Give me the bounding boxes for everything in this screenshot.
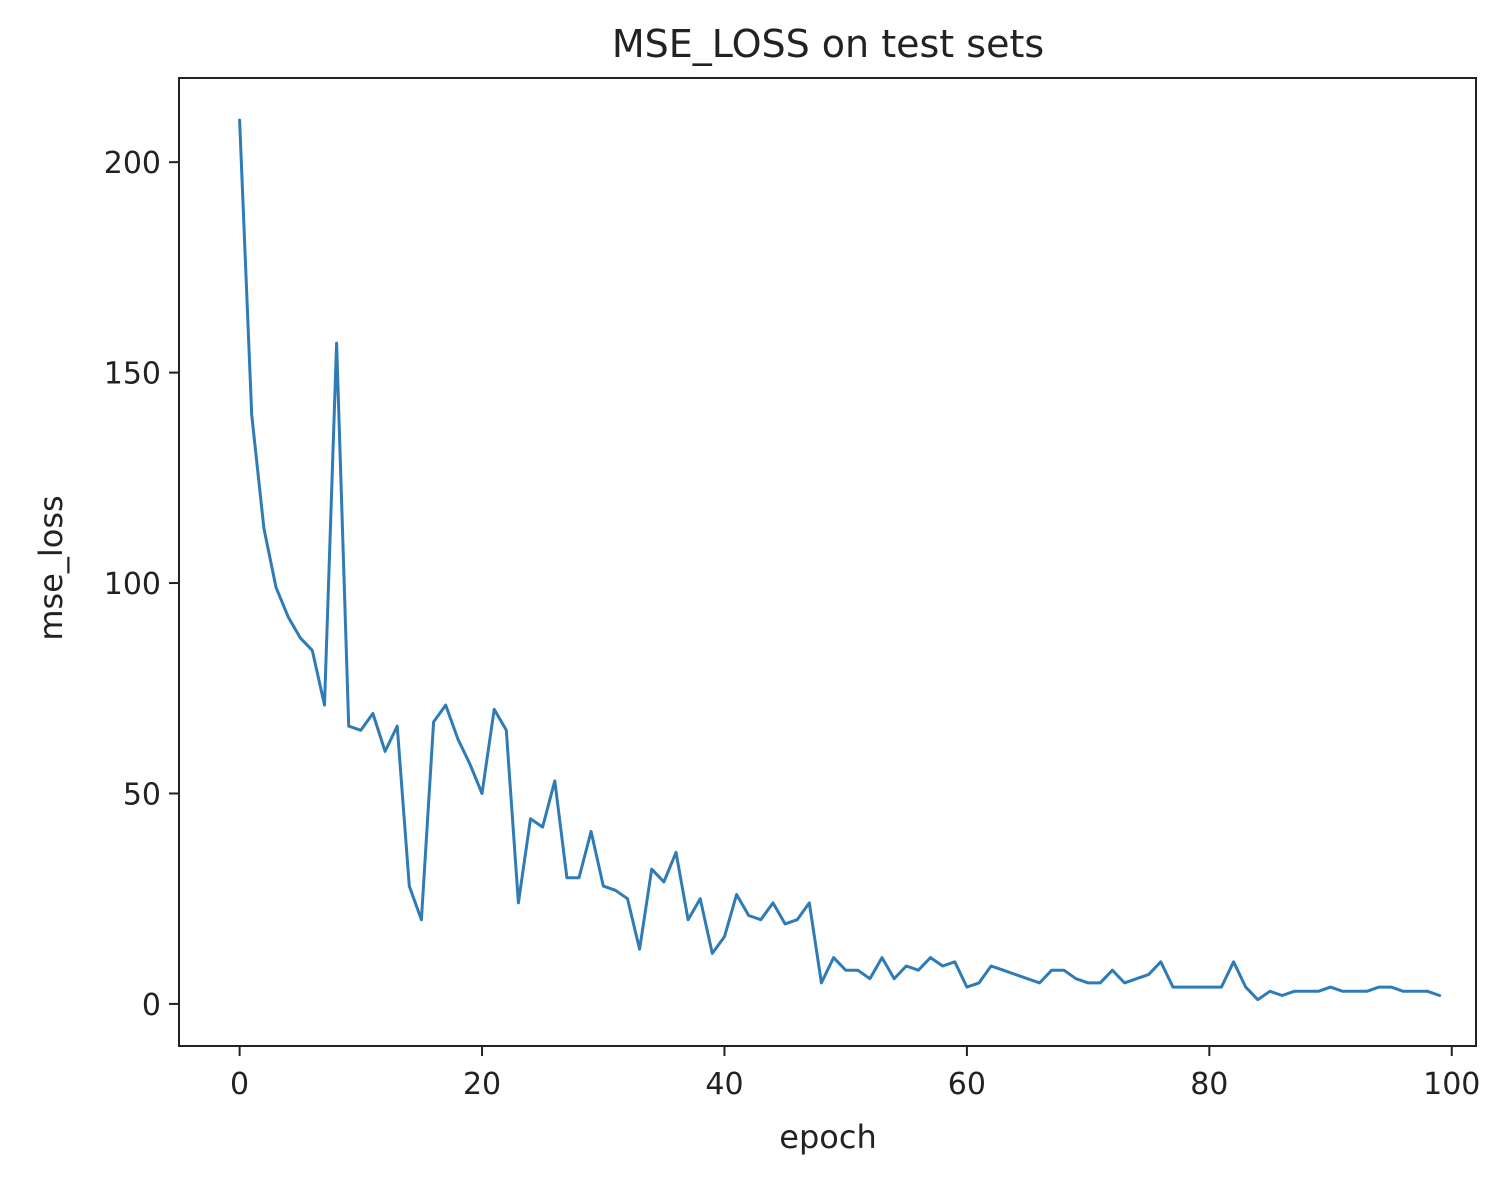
x-tick-label: 80 <box>1190 1067 1228 1102</box>
x-tick-label: 20 <box>463 1067 501 1102</box>
chart-title: MSE_LOSS on test sets <box>612 22 1044 66</box>
x-tick-label: 60 <box>948 1067 986 1102</box>
y-axis: 0 50 100 150 200 <box>104 146 179 1023</box>
y-axis-label: mse_loss <box>32 495 70 640</box>
y-tick-label: 50 <box>123 777 161 812</box>
plot-frame <box>178 77 1477 1047</box>
x-tick-label: 100 <box>1423 1067 1480 1102</box>
y-tick-label: 100 <box>104 567 161 602</box>
x-tick-label: 40 <box>705 1067 743 1102</box>
y-tick-label: 0 <box>142 988 161 1023</box>
x-axis: 0 20 40 60 80 100 <box>230 1046 1480 1102</box>
series-line <box>238 118 1442 1002</box>
y-tick-label: 150 <box>104 357 161 392</box>
y-tick-label: 200 <box>104 146 161 181</box>
x-axis-label: epoch <box>779 1118 876 1156</box>
x-tick-label: 0 <box>230 1067 249 1102</box>
